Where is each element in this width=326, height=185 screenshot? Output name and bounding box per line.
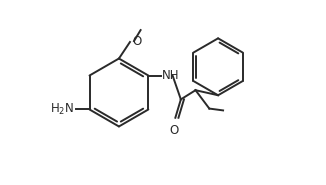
Text: O: O	[170, 124, 179, 137]
Text: NH: NH	[162, 69, 180, 82]
Text: O: O	[133, 35, 142, 48]
Text: H$_2$N: H$_2$N	[50, 102, 74, 117]
